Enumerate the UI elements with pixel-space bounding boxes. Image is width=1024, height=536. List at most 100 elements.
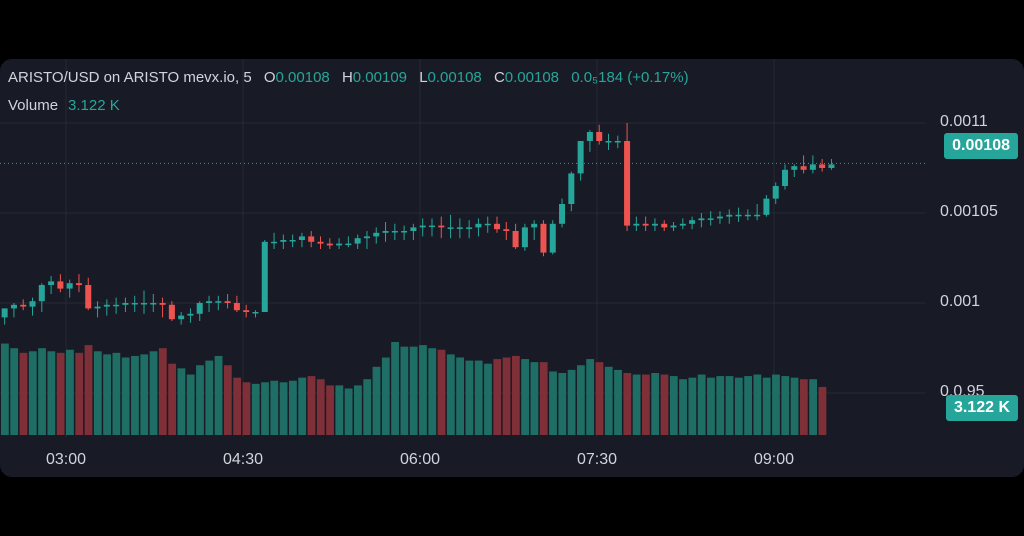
candle-body: [447, 227, 454, 229]
candle-body: [772, 186, 779, 199]
volume-bar: [261, 382, 269, 435]
volume-bar: [38, 348, 46, 435]
volume-bar: [270, 380, 279, 435]
volume-bar: [502, 357, 511, 435]
volume-bar: [623, 373, 632, 435]
candle-body: [10, 304, 17, 309]
x-tick-label: 04:30: [222, 451, 264, 468]
candlestick-chart[interactable]: [0, 59, 1024, 477]
volume-bar: [354, 385, 362, 435]
candle-body: [642, 223, 649, 226]
volume-bar: [539, 362, 548, 435]
candle-body: [716, 216, 723, 219]
candle-body: [271, 241, 278, 244]
candle-body: [289, 240, 296, 242]
volume-bar: [344, 388, 353, 435]
volume-bar: [47, 351, 56, 435]
candle-body: [651, 223, 658, 226]
volume-bar: [790, 377, 799, 435]
candle-body: [419, 225, 426, 228]
volume-bar: [446, 354, 455, 435]
candle-body: [763, 198, 770, 215]
volume-bar: [149, 351, 158, 435]
candle-body: [791, 166, 798, 170]
volume-bar: [799, 379, 808, 435]
candle-body: [150, 303, 157, 305]
chart-panel[interactable]: ARISTO/USD on ARISTO mevx.io, 5 O0.00108…: [0, 59, 1024, 477]
volume-bar: [409, 346, 418, 435]
volume-bar: [716, 376, 725, 435]
volume-bar: [112, 352, 121, 435]
volume-bar: [326, 385, 334, 435]
candle-body: [559, 204, 566, 224]
volume-bar: [177, 368, 186, 435]
volume-bar: [734, 377, 743, 435]
candle-body: [66, 283, 73, 289]
change-value: 0.0₅184 (+0.17%): [571, 69, 689, 86]
candle-body: [308, 236, 315, 242]
volume-bar: [233, 377, 242, 435]
volume-bar: [818, 386, 827, 435]
candle-body: [577, 141, 584, 174]
candle-body: [596, 132, 603, 141]
candle-body: [354, 238, 361, 244]
volume-bar: [56, 352, 65, 435]
candle-body: [410, 227, 417, 231]
candle-body: [726, 214, 733, 217]
volume-bar: [391, 342, 399, 435]
x-tick-label: 07:30: [576, 451, 618, 468]
volume-bar: [93, 351, 102, 435]
volume-bar: [697, 374, 706, 435]
candle-body: [187, 313, 194, 316]
volume-bar: [279, 382, 288, 435]
candle-body: [689, 220, 696, 224]
volume-bar: [456, 357, 464, 435]
candle-body: [614, 141, 621, 143]
volume-bar: [474, 360, 483, 435]
volume-tag: 3.122 K: [945, 395, 1018, 421]
candle-body: [215, 301, 222, 303]
candle-body: [336, 243, 343, 246]
candle-body: [540, 223, 547, 253]
volume-bar: [186, 374, 195, 435]
volume-bar: [288, 380, 297, 435]
y-tick-label: 0.0011: [940, 113, 988, 130]
volume-bar: [484, 363, 492, 435]
candle-body: [57, 281, 64, 289]
y-tick-label: 0.00105: [940, 203, 998, 220]
low-label: L: [419, 69, 428, 86]
candle-body: [475, 223, 482, 228]
volume-bar: [28, 351, 37, 435]
volume-bar: [614, 369, 622, 435]
candle-body: [494, 223, 501, 230]
volume-bar: [753, 374, 762, 435]
candle-body: [744, 214, 751, 217]
candle-body: [168, 304, 175, 320]
volume-bar: [168, 363, 177, 435]
candle-body: [809, 164, 816, 170]
symbol-title: ARISTO/USD on ARISTO mevx.io, 5: [8, 69, 252, 86]
volume-legend: Volume 3.122 K: [8, 97, 120, 114]
candle-body: [438, 225, 445, 228]
volume-bar: [762, 377, 771, 435]
candle-body: [503, 229, 510, 231]
candle-body: [326, 243, 333, 246]
volume-bar: [75, 352, 84, 435]
candle-body: [243, 310, 250, 312]
volume-bar: [298, 377, 307, 435]
candle-body: [280, 240, 287, 242]
y-tick-label: 0.001: [940, 293, 981, 310]
candle-body: [521, 227, 528, 248]
candle-body: [94, 306, 101, 309]
volume-bar: [223, 365, 232, 435]
volume-bar: [316, 379, 325, 435]
volume-bar: [10, 348, 19, 435]
candle-body: [298, 236, 305, 240]
close-value: 0.00108: [504, 69, 560, 86]
volume-bar: [530, 362, 539, 435]
volume-bar: [604, 366, 613, 435]
candle-body: [159, 303, 166, 305]
candle-body: [428, 225, 435, 228]
volume-bar: [158, 348, 167, 435]
candle-body: [391, 231, 398, 233]
